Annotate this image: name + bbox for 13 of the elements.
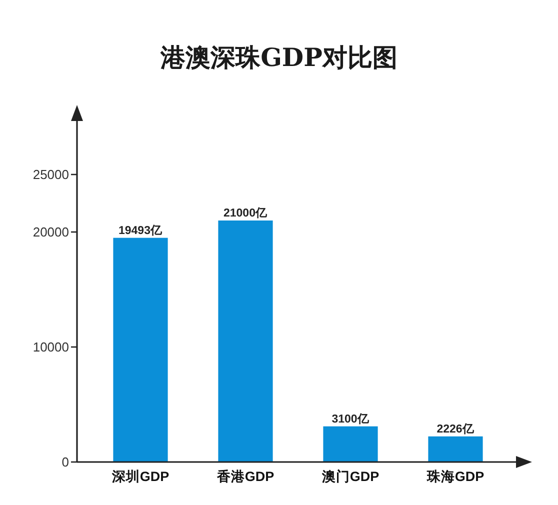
title: 港澳深珠GDP对比图 — [160, 43, 398, 72]
data-label: 3100亿 — [332, 413, 370, 426]
category-label: 澳门GDP — [322, 469, 380, 484]
ytick-label: 25000 — [32, 167, 69, 182]
ytick-label: 0 — [62, 454, 69, 470]
category-label: 深圳GDP — [112, 469, 170, 484]
ytick-label: 20000 — [32, 224, 69, 240]
data-label: 19493亿 — [118, 224, 162, 237]
ytick-label: 10000 — [32, 340, 69, 354]
data-label: 21000亿 — [224, 208, 268, 220]
data-label: 2226亿 — [436, 423, 474, 436]
category-label: 珠海GDP — [426, 469, 484, 484]
category-label: 香港GDP — [216, 469, 274, 484]
